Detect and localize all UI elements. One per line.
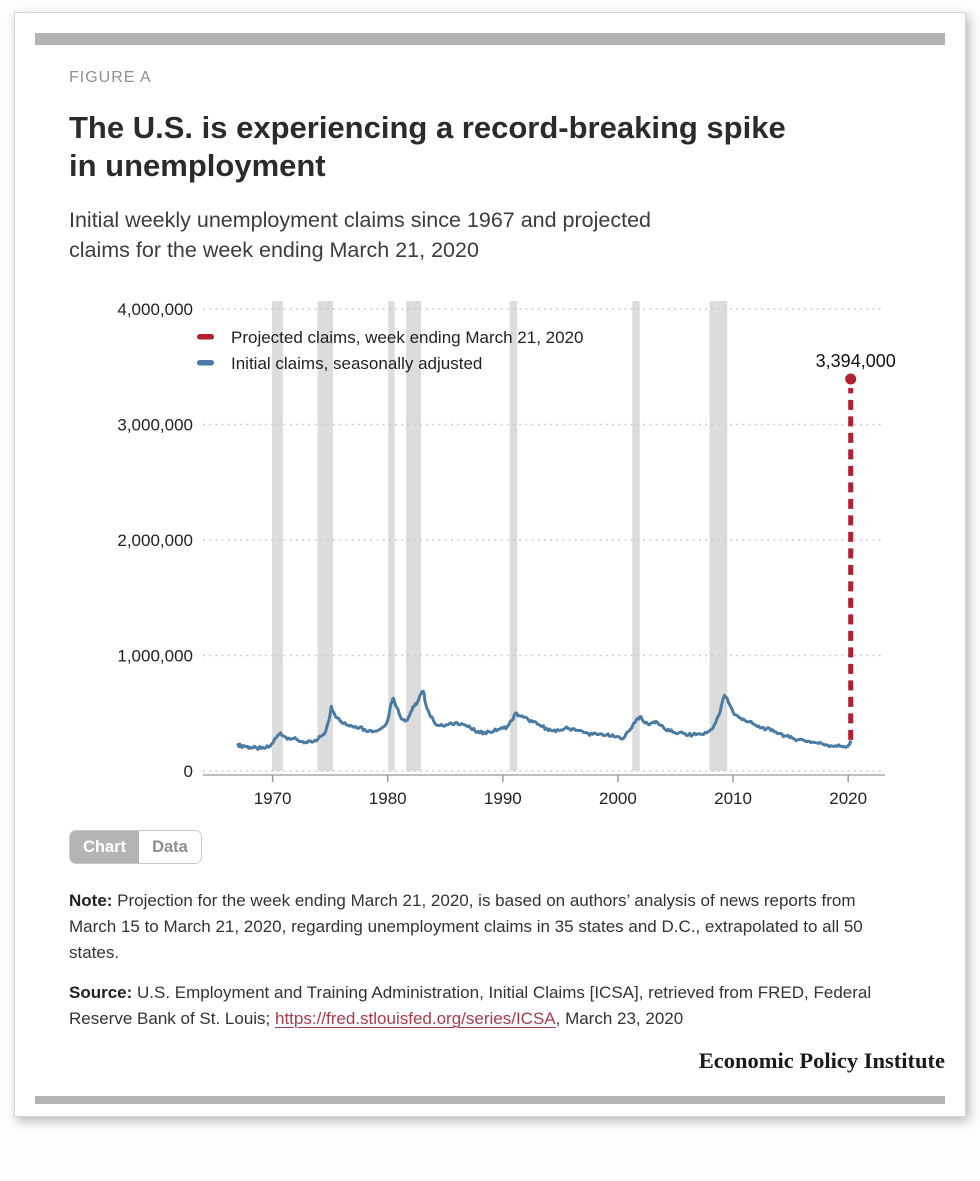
x-tick-label: 1970 (254, 789, 292, 808)
x-tick-label: 1980 (369, 789, 407, 808)
y-tick-label: 3,000,000 (117, 416, 193, 435)
source-body-after: , March 23, 2020 (555, 1009, 684, 1028)
y-tick-label: 2,000,000 (117, 531, 193, 550)
note-text: Note: Projection for the week ending Mar… (69, 888, 875, 966)
recession-band (317, 301, 333, 771)
recession-band (632, 301, 640, 771)
source-text: Source: U.S. Employment and Training Adm… (69, 980, 875, 1032)
x-tick-label: 2010 (714, 789, 752, 808)
source-link[interactable]: https://fred.stlouisfed.org/series/ICSA (275, 1009, 556, 1028)
legend-swatch (197, 360, 214, 366)
source-label: Source: (69, 983, 133, 1002)
subtitle-line-1: Initial weekly unemployment claims since… (69, 208, 652, 232)
page-title: The U.S. is experiencing a record-breaki… (69, 109, 915, 185)
projection-dot (845, 373, 857, 385)
legend-label: Initial claims, seasonally adjusted (231, 354, 482, 373)
y-tick-label: 1,000,000 (117, 647, 193, 666)
recession-band (406, 301, 422, 771)
unemployment-claims-chart-svg: 4,000,000 3,000,000 2,000,000 1,000,000 0 197… (117, 300, 896, 808)
epi-logo-text: Economic Policy Institute (698, 1048, 945, 1073)
y-tick-label: 4,000,000 (117, 300, 193, 319)
bottom-divider-bar (35, 1096, 945, 1104)
tab-chart[interactable]: Chart (70, 831, 140, 863)
y-tick-label: 0 (184, 762, 193, 781)
chart-subtitle: Initial weekly unemployment claims since… (69, 205, 915, 265)
figure-card: FIGURE A The U.S. is experiencing a reco… (14, 12, 966, 1117)
x-tick-label: 2020 (829, 789, 867, 808)
title-line-2: in unemployment (69, 148, 326, 183)
x-tick-label: 1990 (484, 789, 522, 808)
note-body: Projection for the week ending March 21,… (69, 891, 863, 962)
legend-swatch (197, 334, 214, 340)
recession-band (388, 301, 395, 771)
recession-band (709, 301, 728, 771)
legend-label: Projected claims, week ending March 21, … (231, 328, 583, 347)
recession-band (509, 301, 518, 771)
subtitle-line-2: claims for the week ending March 21, 202… (69, 238, 479, 262)
note-label: Note: (69, 891, 113, 910)
chart-data-toggle: Chart Data (69, 830, 202, 864)
recession-band (272, 301, 283, 771)
x-tick-label: 2000 (599, 789, 637, 808)
top-divider-bar (35, 33, 945, 45)
title-line-1: The U.S. is experiencing a record-breaki… (69, 110, 786, 145)
tab-data[interactable]: Data (139, 831, 201, 863)
figure-label: FIGURE A (69, 69, 152, 86)
claims-chart: 4,000,000 3,000,000 2,000,000 1,000,000 0 197… (35, 291, 945, 816)
projection-value-label: 3,394,000 (816, 351, 896, 371)
source-body-before: U.S. Employment and Training Administrat… (69, 983, 872, 1028)
initial-claims-line (236, 689, 853, 751)
